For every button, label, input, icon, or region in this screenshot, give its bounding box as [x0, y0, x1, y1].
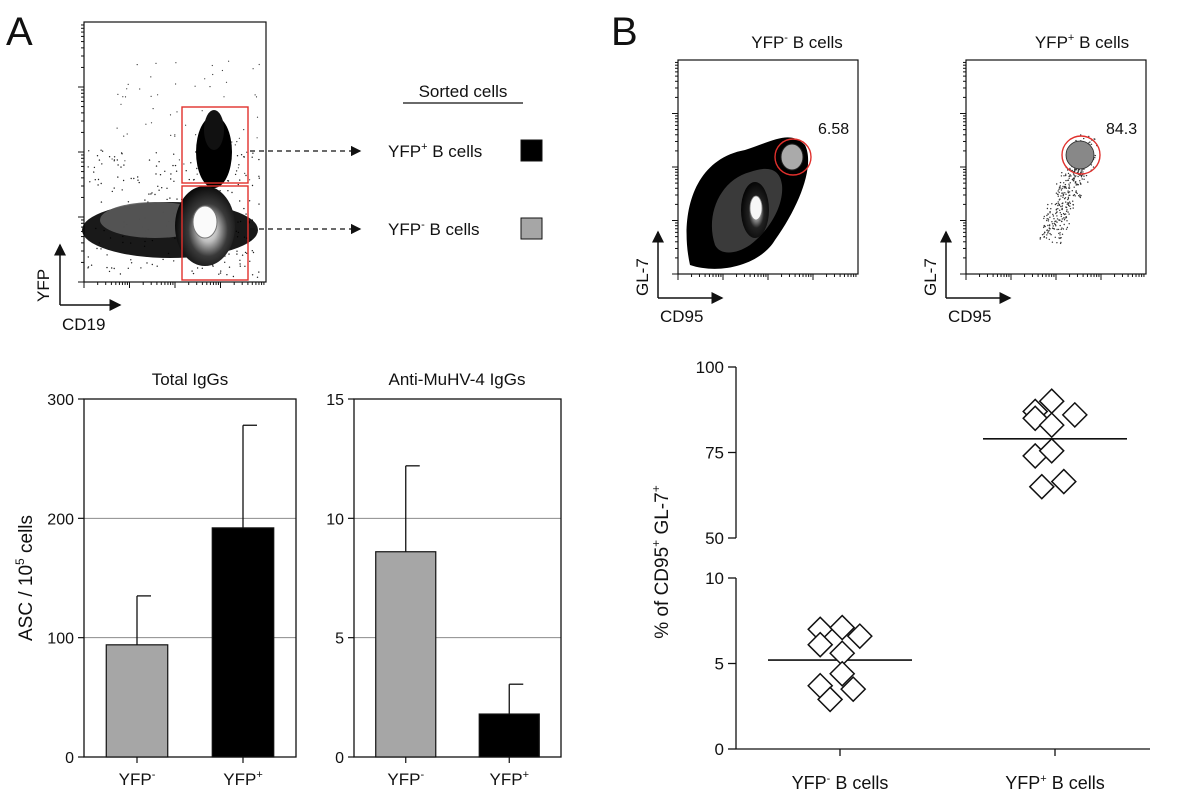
gate-yfp-positive — [181, 106, 249, 184]
scatter-point — [829, 614, 856, 641]
y-tick-label: 10 — [705, 569, 724, 588]
bar-chart-anti-muhv4-iggs: Anti-MuHV-4 IgGs 0 5 10 15 YFP- YFP+ — [326, 370, 562, 789]
legend-yfp-negative: YFP- B cells — [388, 219, 480, 239]
scatter-point — [846, 623, 873, 650]
scatter-point — [840, 676, 867, 703]
y-tick-label: 100 — [696, 358, 724, 377]
gate-b2 — [1061, 135, 1101, 175]
y-tick-label: 15 — [326, 392, 344, 409]
flow-b2-y-label: GL-7 — [921, 258, 940, 296]
scatter-point — [1061, 401, 1088, 428]
bar1-title: Total IgGs — [152, 370, 229, 389]
bar-0 — [105, 644, 169, 758]
scatter-chart-cd95-gl7: % of CD95+ GL-7+ 0 5 10 50 75 100 YFP- B cells… — [649, 358, 1150, 793]
y-tick-label: 0 — [65, 750, 74, 767]
y-tick-label: 200 — [47, 511, 74, 528]
y-tick-label: 10 — [326, 511, 344, 528]
flow-b2-title: YFP+ B cells — [1035, 32, 1129, 52]
plot-frame — [83, 398, 297, 758]
panel-letter-b: B — [611, 10, 638, 54]
x-tick-label: YFP- — [119, 769, 156, 789]
panel-letter-a: A — [6, 10, 33, 54]
plot-frame — [353, 398, 562, 758]
scatter-point — [807, 631, 834, 658]
bar-1 — [478, 713, 540, 758]
flow-a-y-label: YFP — [34, 269, 53, 302]
y-tick-label: 300 — [47, 392, 74, 409]
y-tick-label: 0 — [715, 740, 724, 759]
flow-plot-b1: YFP- B cells 6.58 CD95 GL-7 — [633, 32, 859, 326]
bar2-title: Anti-MuHV-4 IgGs — [389, 370, 526, 389]
flow-b1-y-label: GL-7 — [633, 258, 652, 296]
gate-b2-value: 84.3 — [1106, 121, 1137, 138]
y-tick-label: 5 — [715, 655, 724, 674]
scatter-point — [817, 686, 844, 713]
flow-plot-b2: YFP+ B cells 84.3 CD95 GL-7 — [921, 32, 1147, 326]
y-tick-label: 5 — [335, 631, 344, 648]
bar-0 — [375, 551, 437, 758]
scatter-point — [829, 660, 856, 687]
x-tick-label: YFP- B cells — [792, 773, 889, 793]
scatter-point — [1038, 412, 1065, 439]
y-tick-label: 50 — [705, 529, 724, 548]
x-tick-label: YFP+ B cells — [1005, 773, 1104, 793]
sorted-cells-title: Sorted cells — [419, 82, 508, 101]
sorted-cells-legend: Sorted cells YFP+ B cells YFP- B cells — [250, 82, 543, 240]
flow-plot-a: CD19 YFP — [34, 21, 267, 334]
gate-yfp-negative — [181, 185, 249, 281]
gate-b1-value: 6.58 — [818, 121, 849, 138]
gate-b1 — [774, 138, 812, 176]
flow-b1-x-label: CD95 — [660, 307, 703, 326]
legend-swatch-gray — [520, 217, 543, 240]
legend-swatch-black — [520, 139, 543, 162]
y-tick-label: 75 — [705, 444, 724, 463]
scatter-point — [1050, 468, 1077, 495]
flow-b2-x-label: CD95 — [948, 307, 991, 326]
bar-1 — [211, 527, 275, 758]
bar1-y-label: ASC / 105 cells — [13, 515, 37, 641]
scatter-point — [1028, 473, 1055, 500]
x-tick-label: YFP+ — [223, 769, 263, 789]
y-tick-label: 100 — [47, 631, 74, 648]
flow-a-x-label: CD19 — [62, 315, 105, 334]
x-tick-label: YFP- — [387, 769, 424, 789]
flow-b1-title: YFP- B cells — [751, 32, 843, 52]
scatter-point — [1038, 437, 1065, 464]
x-tick-label: YFP+ — [490, 769, 530, 789]
scatter-y-label: % of CD95+ GL-7+ — [649, 485, 673, 638]
y-tick-label: 0 — [335, 750, 344, 767]
bar-chart-total-iggs: Total IgGs ASC / 105 cells 0 100 200 300 YFP… — [13, 370, 297, 789]
legend-yfp-positive: YFP+ B cells — [388, 141, 482, 161]
